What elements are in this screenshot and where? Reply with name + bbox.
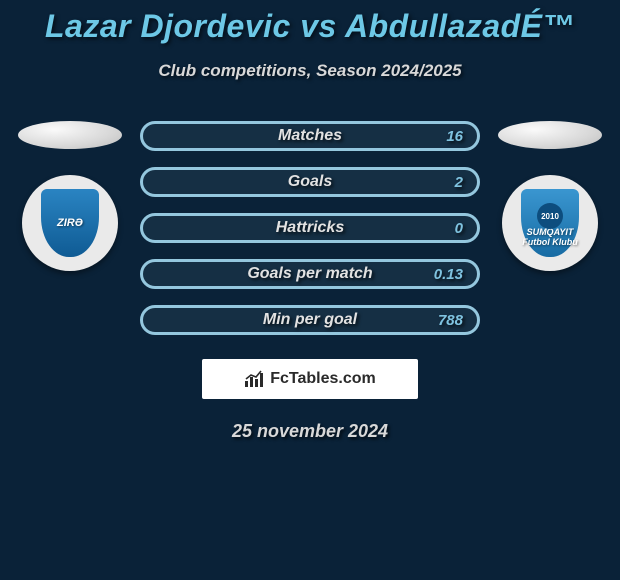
club-badge-right: 2010 SUMQAYIT Futbol Klubu: [502, 175, 598, 271]
shield-left: ZIRƏ: [41, 189, 99, 257]
stat-label: Min per goal: [263, 311, 357, 329]
page-title: Lazar Djordevic vs AbdullazadÉ™: [0, 0, 620, 45]
stat-value-right: 16: [446, 128, 463, 145]
comparison-content: ZIRƏ Matches 16 Goals 2 Hattricks 0 Goal…: [0, 121, 620, 335]
stats-bars: Matches 16 Goals 2 Hattricks 0 Goals per…: [140, 121, 480, 335]
shield-left-label: ZIRƏ: [57, 217, 83, 229]
shield-right-year: 2010: [537, 203, 563, 229]
stat-value-right: 0: [455, 220, 463, 237]
stat-value-right: 788: [438, 312, 463, 329]
right-column: 2010 SUMQAYIT Futbol Klubu: [490, 121, 610, 335]
stat-bar: Hattricks 0: [140, 213, 480, 243]
date-line: 25 november 2024: [0, 421, 620, 442]
stat-bar: Goals 2: [140, 167, 480, 197]
left-column: ZIRƏ: [10, 121, 130, 335]
footer-brand-text: FcTables.com: [270, 370, 376, 388]
footer-brand-box: FcTables.com: [202, 359, 418, 399]
stat-label: Goals per match: [247, 265, 372, 283]
stat-bar: Goals per match 0.13: [140, 259, 480, 289]
stat-label: Matches: [278, 127, 342, 145]
club-badge-left: ZIRƏ: [22, 175, 118, 271]
stat-bar: Min per goal 788: [140, 305, 480, 335]
shield-right-subname: Futbol Klubu: [522, 237, 577, 247]
bar-chart-icon: [244, 370, 266, 388]
shield-right-label: SUMQAYIT Futbol Klubu: [522, 228, 577, 248]
stat-value-right: 2: [455, 174, 463, 191]
player-oval-right: [498, 121, 602, 149]
stat-bar: Matches 16: [140, 121, 480, 151]
stat-label: Hattricks: [276, 219, 344, 237]
shield-right: 2010 SUMQAYIT Futbol Klubu: [521, 189, 579, 257]
stat-value-right: 0.13: [434, 266, 463, 283]
stat-label: Goals: [288, 173, 332, 191]
subtitle: Club competitions, Season 2024/2025: [0, 61, 620, 81]
player-oval-left: [18, 121, 122, 149]
